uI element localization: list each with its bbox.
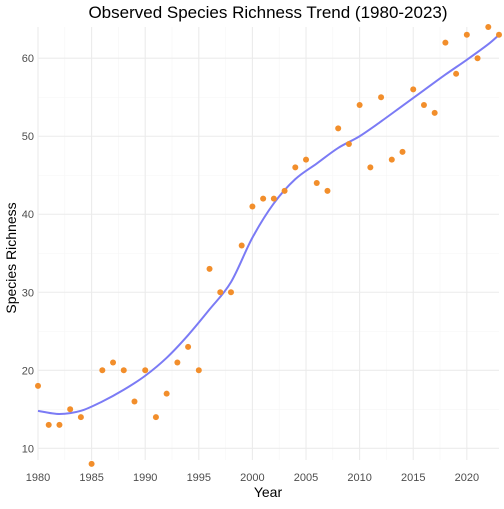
- x-tick-label: 2010: [347, 472, 371, 484]
- y-tick-label: 50: [22, 131, 34, 143]
- data-point: [313, 180, 320, 187]
- data-point: [345, 141, 352, 148]
- data-point: [45, 421, 52, 428]
- data-point: [88, 460, 95, 467]
- y-tick-label: 40: [22, 209, 34, 221]
- data-point: [474, 55, 481, 62]
- x-tick-label: 1990: [133, 472, 157, 484]
- x-tick-label: 1995: [187, 472, 211, 484]
- data-point: [324, 187, 331, 194]
- data-point: [110, 359, 117, 366]
- data-point: [163, 390, 170, 397]
- data-point: [335, 125, 342, 132]
- data-point: [206, 265, 213, 272]
- data-point: [270, 195, 277, 202]
- trend-layer: [37, 34, 500, 415]
- points-layer: [35, 24, 502, 467]
- y-tick-label: 10: [22, 443, 34, 455]
- data-point: [496, 31, 502, 38]
- grid: [37, 27, 499, 460]
- x-tick-label: 1985: [79, 472, 103, 484]
- data-point: [152, 414, 159, 421]
- x-tick-label: 2000: [240, 472, 264, 484]
- data-point: [399, 148, 406, 155]
- data-point: [67, 406, 74, 413]
- data-point: [238, 242, 245, 249]
- x-tick-label: 2015: [401, 472, 425, 484]
- data-point: [485, 24, 492, 30]
- x-tick-label: 2020: [455, 472, 479, 484]
- data-point: [356, 102, 363, 109]
- data-point: [453, 70, 460, 77]
- data-point: [217, 289, 224, 296]
- data-point: [185, 343, 192, 350]
- data-point: [420, 102, 427, 109]
- data-point: [303, 156, 310, 163]
- data-point: [195, 367, 202, 374]
- data-point: [431, 109, 438, 116]
- tick-labels: 1980 1985 1990 1995 2000 2005 2010 2015 2020 10 20…: [22, 53, 479, 484]
- y-tick-label: 30: [22, 287, 34, 299]
- data-point: [227, 289, 234, 296]
- y-tick-label: 60: [22, 53, 34, 65]
- data-point: [56, 421, 63, 428]
- x-axis-title: Year: [254, 484, 283, 500]
- data-point: [131, 398, 138, 405]
- data-point: [367, 164, 374, 171]
- data-point: [388, 156, 395, 163]
- data-point: [99, 367, 106, 374]
- data-point: [174, 359, 181, 366]
- data-point: [260, 195, 267, 202]
- data-point: [77, 414, 84, 421]
- data-point: [120, 367, 127, 374]
- y-tick-label: 20: [22, 365, 34, 377]
- y-axis-title: Species Richness: [3, 202, 19, 313]
- chart-title: Observed Species Richness Trend (1980-20…: [88, 3, 447, 22]
- data-point: [410, 86, 417, 93]
- data-point: [35, 382, 41, 389]
- data-point: [292, 164, 299, 171]
- data-point: [281, 187, 288, 194]
- data-point: [442, 39, 449, 46]
- x-tick-label: 2005: [294, 472, 318, 484]
- data-point: [463, 31, 470, 38]
- data-point: [249, 203, 256, 210]
- x-tick-label: 1980: [26, 472, 50, 484]
- trend-line: [37, 34, 500, 415]
- data-point: [142, 367, 149, 374]
- data-point: [378, 94, 385, 101]
